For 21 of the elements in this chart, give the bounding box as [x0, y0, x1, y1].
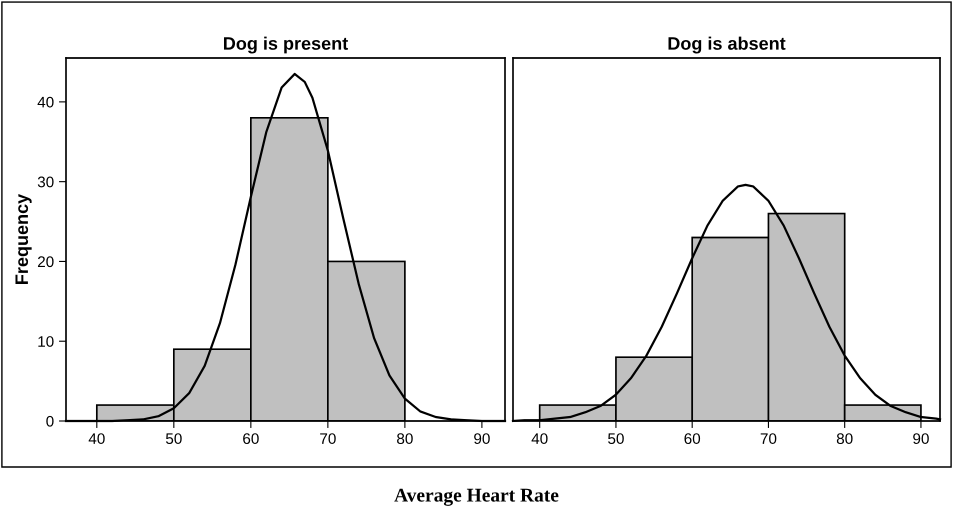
- x-tick-label: 80: [397, 433, 413, 444]
- x-tick-label: 80: [836, 433, 853, 444]
- x-tick-label: 50: [608, 433, 624, 444]
- y-axis-title: Frequency: [15, 194, 32, 284]
- chart-title: Dog is absent: [668, 36, 786, 54]
- x-tick-label: 70: [760, 433, 776, 444]
- y-tick-label: 10: [38, 336, 54, 347]
- y-tick-label: 30: [38, 176, 54, 188]
- x-tick-label: 90: [474, 433, 490, 444]
- chart-title: Dog is present: [224, 36, 348, 54]
- y-tick-label: 20: [38, 256, 54, 268]
- x-tick-label: 40: [532, 433, 548, 444]
- x-tick-label: 90: [913, 433, 929, 444]
- x-tick-label: 60: [684, 433, 700, 444]
- x-tick-label: 40: [88, 433, 105, 444]
- x-tick-label: 70: [320, 433, 336, 444]
- x-axis-title: Average Heart Rate: [394, 488, 558, 506]
- y-tick-label: 0: [46, 416, 54, 427]
- y-tick-label: 40: [38, 96, 54, 108]
- x-tick-label: 50: [166, 433, 182, 444]
- x-tick-label: 60: [243, 433, 259, 444]
